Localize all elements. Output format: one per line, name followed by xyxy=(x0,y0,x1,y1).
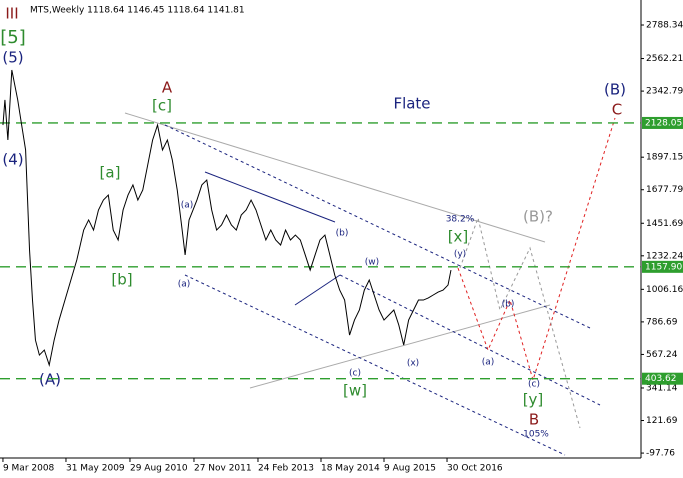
wave-label: [a] xyxy=(100,164,121,182)
y-tick-label: 2342.79 xyxy=(646,87,683,97)
y-tick-label: 1006.16 xyxy=(646,285,683,295)
x-tick-label: 30 Oct 2016 xyxy=(447,464,503,474)
channel-line xyxy=(339,274,601,406)
wave-label: (x) xyxy=(407,359,419,369)
wave-label: (c) xyxy=(528,380,540,390)
trend-line xyxy=(124,112,546,243)
wave-drawings xyxy=(124,112,616,456)
level-box xyxy=(642,116,683,129)
level-label: 403.62 xyxy=(645,374,677,384)
y-tick-label: 1677.79 xyxy=(646,185,683,195)
wave-label: A xyxy=(162,79,173,97)
y-tick-label: 1451.69 xyxy=(646,219,683,229)
wave-label: [w] xyxy=(343,382,367,400)
trend-line xyxy=(249,304,551,389)
wave-label: [5] xyxy=(0,27,26,48)
chart-title: MTS,Weekly 1118.64 1146.45 1118.64 1141.… xyxy=(30,6,245,16)
wave-label: [x] xyxy=(448,228,469,246)
y-tick-label: 2788.34 xyxy=(646,21,683,31)
y-tick-label: 1232.24 xyxy=(646,251,683,261)
wave-label: [b] xyxy=(111,271,132,289)
wave-label: C xyxy=(612,101,622,119)
wave-label: B xyxy=(529,411,539,429)
wave-label: (b) xyxy=(502,300,515,310)
y-tick-label: 341.14 xyxy=(646,383,678,393)
x-tick-label: 24 Feb 2013 xyxy=(258,464,314,474)
wave-label: (a) xyxy=(178,280,191,290)
x-tick-label: 29 Aug 2010 xyxy=(130,464,188,474)
wave-label: (B) xyxy=(604,81,626,99)
y-tick-label: -97.76 xyxy=(646,449,675,459)
annotations: III [5] (5) (4) A [c] Flate (B) C [a] [b… xyxy=(0,5,626,440)
wave-label: (a) xyxy=(181,201,194,211)
x-tick-label: 27 Nov 2011 xyxy=(194,464,252,474)
wave-label: (y) xyxy=(454,250,466,260)
x-tick-label: 9 Mar 2008 xyxy=(3,464,55,474)
level-label: 2128.05 xyxy=(645,118,682,128)
fib-label: 105% xyxy=(523,430,549,440)
wave-label: (a) xyxy=(482,358,495,368)
level-box xyxy=(642,260,683,273)
fib-label: 38.2% xyxy=(446,215,475,225)
x-tick-label: 18 May 2014 xyxy=(321,464,380,474)
channel-line xyxy=(184,274,566,456)
wave-label: (A) xyxy=(39,371,61,389)
y-tick-label: 567.24 xyxy=(646,350,678,360)
level-label: 1157.90 xyxy=(645,262,682,272)
y-tick-label: 2562.21 xyxy=(646,54,683,64)
wave-label: [y] xyxy=(523,391,544,409)
trend-line xyxy=(294,274,341,306)
wave-label: (b) xyxy=(336,229,349,239)
wave-label: Flate xyxy=(393,95,430,113)
x-tick-label: 9 Aug 2015 xyxy=(384,464,436,474)
wave-label: (4) xyxy=(2,151,23,169)
wave-label: (c) xyxy=(349,369,361,379)
projection-path xyxy=(459,216,581,429)
channel-line xyxy=(164,124,591,329)
x-tick-label: 31 May 2009 xyxy=(66,464,125,474)
wave-label: [c] xyxy=(152,97,172,115)
y-tick-label: 1897.15 xyxy=(646,153,683,163)
wave-label: (w) xyxy=(365,258,379,268)
wave-label: (5) xyxy=(2,49,23,67)
wave-label: (B)? xyxy=(523,208,553,226)
y-tick-label: 121.69 xyxy=(646,416,678,426)
wave-label: III xyxy=(5,5,18,23)
level-box xyxy=(642,372,683,385)
trend-line xyxy=(204,171,336,223)
y-tick-label: 786.69 xyxy=(646,317,678,327)
price-line xyxy=(2,69,452,367)
